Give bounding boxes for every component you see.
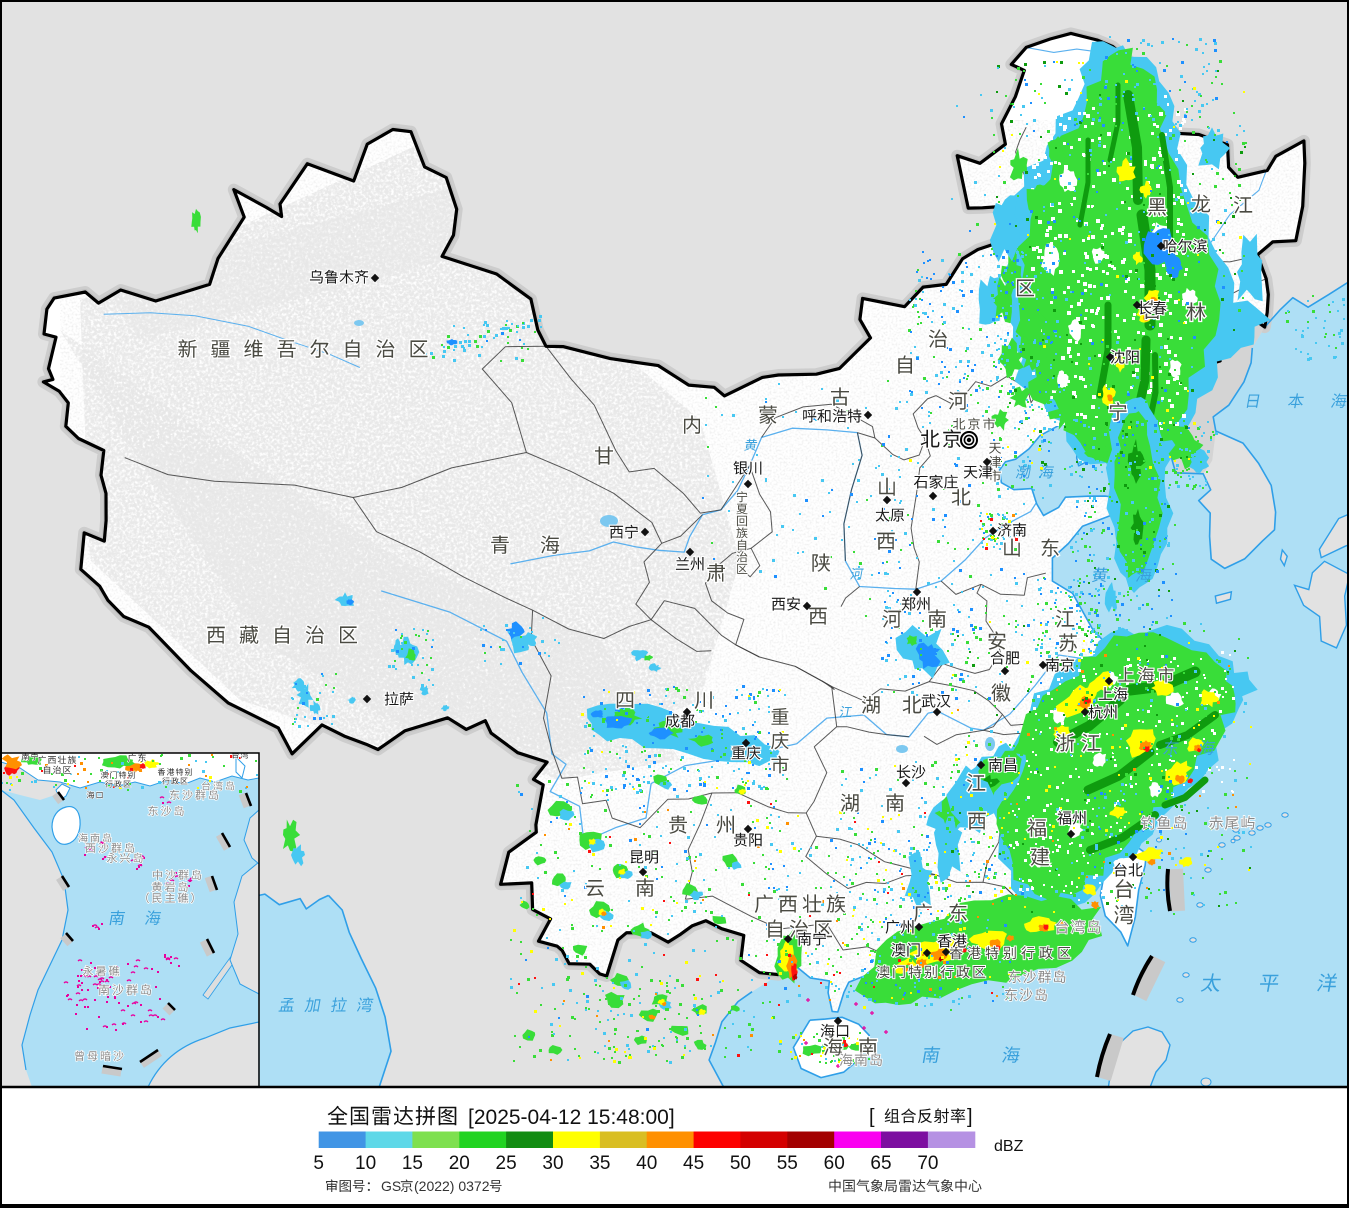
svg-text:5: 5 xyxy=(313,1153,324,1174)
svg-text:10: 10 xyxy=(355,1153,376,1174)
svg-text:25: 25 xyxy=(496,1153,517,1174)
svg-text:15: 15 xyxy=(402,1153,423,1174)
svg-text:40: 40 xyxy=(636,1153,657,1174)
svg-text:(2022) 0372: (2022) 0372 xyxy=(414,1178,490,1194)
svg-text:]: ] xyxy=(967,1106,973,1128)
svg-text:70: 70 xyxy=(917,1153,938,1174)
svg-text:35: 35 xyxy=(589,1153,610,1174)
svg-text:[2025-04-12 15:48:00]: [2025-04-12 15:48:00] xyxy=(468,1106,675,1129)
svg-text:45: 45 xyxy=(683,1153,704,1174)
svg-text:30: 30 xyxy=(542,1153,563,1174)
svg-text:50: 50 xyxy=(730,1153,751,1174)
svg-text:55: 55 xyxy=(777,1153,798,1174)
svg-text:GS: GS xyxy=(381,1178,401,1194)
svg-text:20: 20 xyxy=(449,1153,470,1174)
svg-text:60: 60 xyxy=(824,1153,845,1174)
svg-text:65: 65 xyxy=(870,1153,891,1174)
svg-text:dBZ: dBZ xyxy=(994,1138,1024,1155)
svg-text:[: [ xyxy=(869,1106,875,1128)
